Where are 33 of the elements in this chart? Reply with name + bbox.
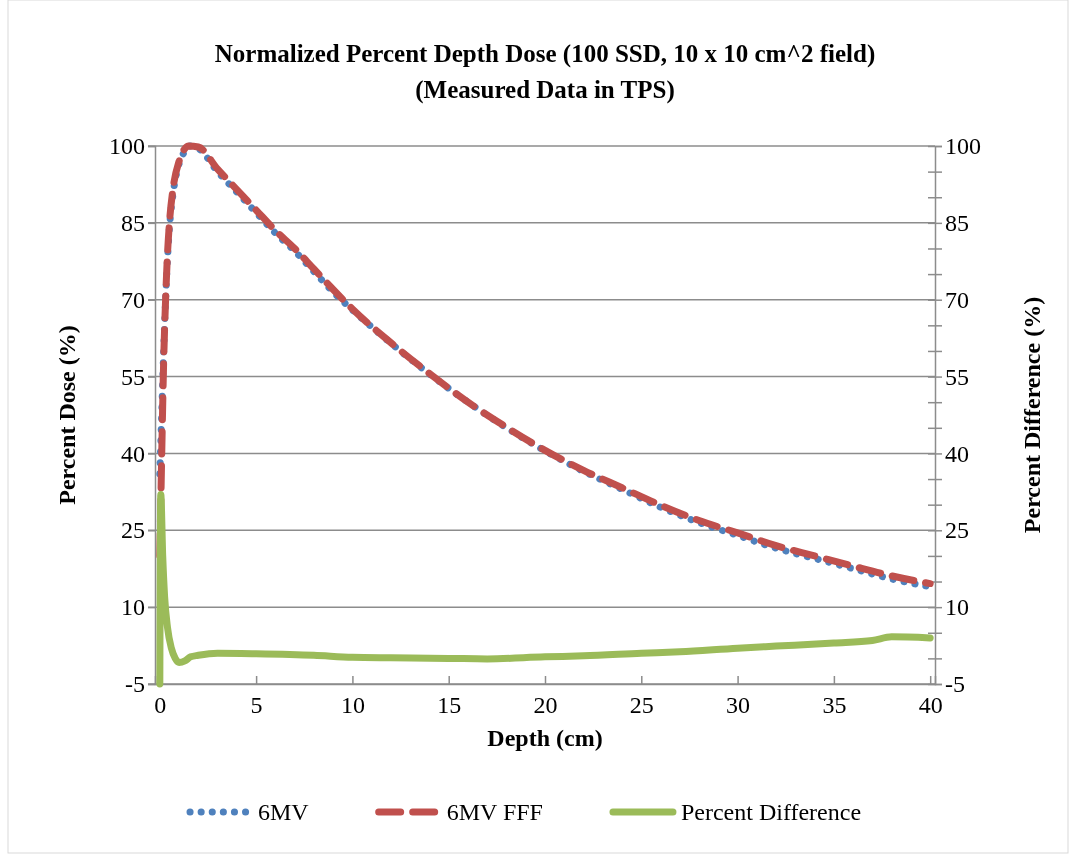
y2-tick-label: 85 [945,210,969,237]
x-tick-label: 10 [340,692,365,719]
y-tick-label: 100 [109,133,145,160]
x-tick-label: 40 [918,692,943,719]
x-tick-label: 0 [154,692,167,719]
x-tick-label: 35 [822,692,847,719]
y-axis-title: Percent Dose (%) [54,325,80,505]
x-axis-title: Depth (cm) [487,725,603,751]
y-tick-label: 85 [121,210,145,237]
y-tick-label: 10 [121,594,145,621]
legend-label: 6MV FFF [446,799,543,825]
x-tick-label: 30 [726,692,751,719]
legend-label: 6MV [258,799,310,825]
y2-tick-label: 55 [945,363,969,390]
chart-subtitle: (Measured Data in TPS) [415,76,675,104]
y2-tick-label: 100 [945,133,981,160]
x-tick-label: 20 [533,692,558,719]
y-tick-label: 40 [121,440,145,467]
y-tick-label: -5 [125,671,145,698]
y2-tick-label: -5 [945,671,965,698]
x-tick-label: 25 [629,692,654,719]
y-tick-label: 25 [121,517,145,544]
y2-tick-label: 25 [945,517,969,544]
y-tick-label: 55 [121,363,145,390]
y2-axis-title: Percent Difference (%) [1019,296,1045,534]
y2-tick-label: 70 [945,286,969,313]
legend-label: Percent Difference [680,799,862,825]
x-tick-label: 15 [437,692,462,719]
chart-title: Normalized Percent Depth Dose (100 SSD, 10 x 10 cm^2 field) [214,40,876,68]
y2-tick-label: 40 [945,440,969,467]
y-tick-label: 70 [121,286,145,313]
y2-tick-label: 10 [945,594,969,621]
x-tick-label: 5 [250,692,263,719]
